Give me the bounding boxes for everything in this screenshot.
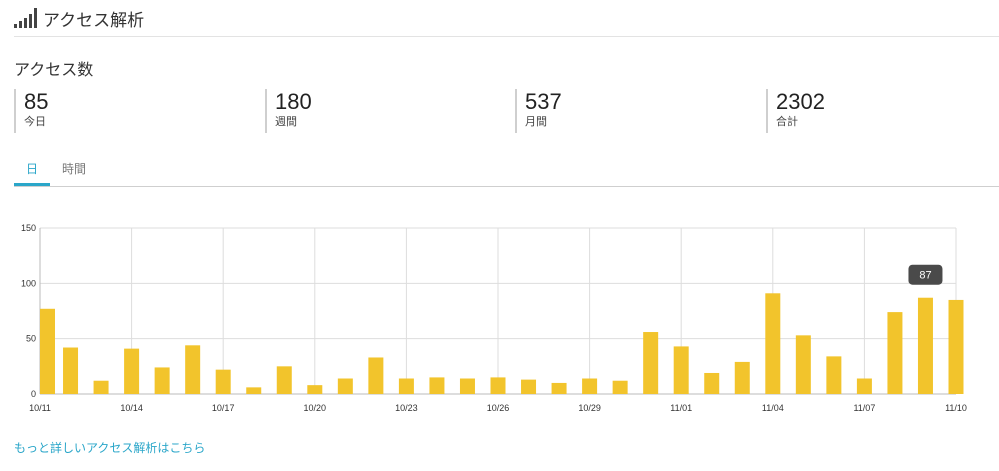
x-tick-label: 11/10 xyxy=(945,403,967,413)
bar xyxy=(582,378,598,394)
y-tick-label: 150 xyxy=(21,223,36,233)
stat-total: 2302 合計 xyxy=(766,89,825,133)
tab-bar: 日 時間 xyxy=(14,158,999,186)
bar xyxy=(93,380,109,394)
bar xyxy=(734,361,750,394)
bar xyxy=(521,379,537,394)
bar xyxy=(276,366,292,394)
bar xyxy=(490,377,506,394)
bar xyxy=(63,347,79,394)
x-tick-label: 10/26 xyxy=(487,403,510,413)
tooltip-box xyxy=(908,264,943,285)
bar xyxy=(826,356,842,394)
x-tick-label: 10/20 xyxy=(304,403,327,413)
tooltip-value: 87 xyxy=(919,270,931,282)
bar xyxy=(856,378,872,394)
stat-label: 今日 xyxy=(24,116,46,128)
bar xyxy=(643,332,659,394)
y-tick-label: 100 xyxy=(21,278,36,288)
bar xyxy=(948,299,964,394)
bar xyxy=(154,367,170,394)
bar xyxy=(185,345,201,394)
bar xyxy=(124,348,140,394)
stat-value: 85 xyxy=(24,89,49,114)
y-tick-label: 0 xyxy=(31,389,36,399)
x-tick-label: 10/11 xyxy=(29,403,51,413)
bar xyxy=(551,382,567,394)
x-tick-label: 11/07 xyxy=(853,403,875,413)
stat-label: 月間 xyxy=(525,116,547,128)
bar xyxy=(429,377,445,394)
bar xyxy=(246,387,262,394)
bar xyxy=(704,372,720,394)
y-tick-label: 50 xyxy=(26,334,36,344)
header-divider xyxy=(14,36,999,37)
stat-week: 180 週間 xyxy=(265,89,312,133)
bar xyxy=(795,335,811,394)
bar xyxy=(765,293,781,394)
tab-hour[interactable]: 時間 xyxy=(61,162,86,176)
bar xyxy=(398,378,414,394)
bar xyxy=(673,346,689,394)
bar xyxy=(40,308,55,394)
stat-label: 合計 xyxy=(776,116,798,128)
more-analytics-link[interactable]: もっと詳しいアクセス解析はこちら xyxy=(14,441,206,455)
x-tick-label: 10/23 xyxy=(395,403,418,413)
stat-value: 2302 xyxy=(776,89,825,114)
page-title: アクセス解析 xyxy=(43,10,145,30)
bar xyxy=(612,380,628,394)
section-title: アクセス数 xyxy=(14,62,94,79)
bar xyxy=(459,378,475,394)
signal-bars-icon xyxy=(14,8,37,28)
bar xyxy=(887,312,903,394)
tab-day[interactable]: 日 xyxy=(14,158,50,186)
access-bar-chart: 0 50 100 150 10/11 10/14 10/17 10/20 10/23 10/26 1… xyxy=(21,223,967,413)
stat-today: 85 今日 xyxy=(14,89,48,133)
page-header: アクセス解析 xyxy=(14,6,144,30)
stat-month: 537 月間 xyxy=(515,89,562,133)
x-tick-label: 10/17 xyxy=(212,403,235,413)
x-tick-label: 10/29 xyxy=(578,403,601,413)
bar xyxy=(215,369,231,394)
stat-value: 180 xyxy=(275,89,312,114)
x-tick-label: 10/14 xyxy=(120,403,143,413)
x-tick-label: 11/04 xyxy=(762,403,784,413)
bar xyxy=(917,297,933,394)
bar xyxy=(337,378,353,394)
tabs-divider xyxy=(14,186,999,187)
x-tick-label: 11/01 xyxy=(670,403,692,413)
stat-value: 537 xyxy=(525,89,562,114)
bar xyxy=(307,385,323,394)
bar xyxy=(368,357,384,394)
stat-label: 週間 xyxy=(275,116,297,128)
